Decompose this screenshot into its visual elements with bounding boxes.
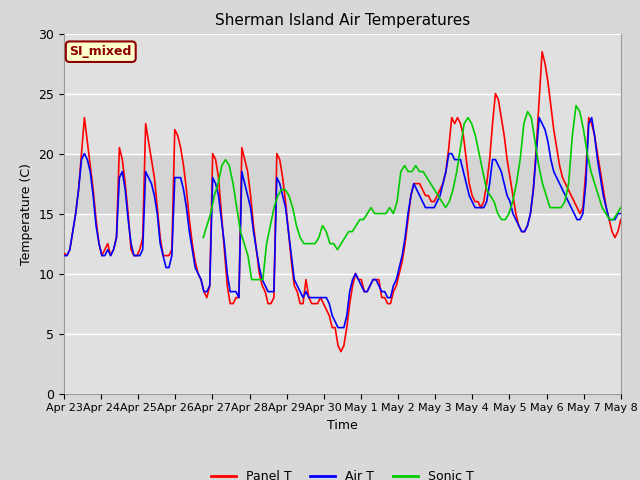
Legend: Panel T, Air T, Sonic T: Panel T, Air T, Sonic T bbox=[206, 465, 479, 480]
Text: SI_mixed: SI_mixed bbox=[70, 45, 132, 58]
X-axis label: Time: Time bbox=[327, 419, 358, 432]
Bar bbox=[64, 154, 621, 214]
Title: Sherman Island Air Temperatures: Sherman Island Air Temperatures bbox=[215, 13, 470, 28]
Y-axis label: Temperature (C): Temperature (C) bbox=[20, 163, 33, 264]
